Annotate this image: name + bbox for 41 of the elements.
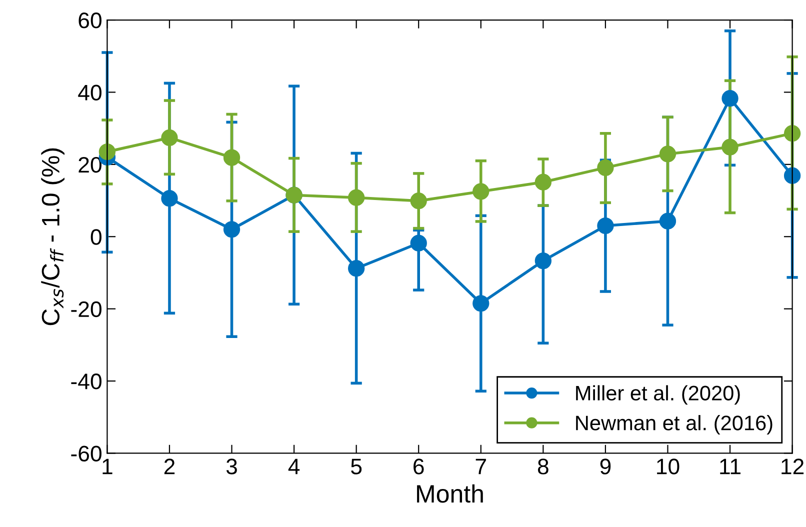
- point: [534, 174, 552, 190]
- point: [348, 260, 365, 277]
- x-axis-title: Month: [417, 484, 483, 503]
- point: [410, 192, 427, 210]
- legend-label: Newman et al. (2016): [576, 415, 772, 434]
- point: [472, 295, 490, 312]
- point: [161, 129, 178, 146]
- point: [223, 149, 240, 166]
- x-tick-label: 9: [600, 458, 611, 474]
- y-tick-label: -40: [71, 374, 102, 390]
- x-tick-label: 6: [414, 458, 424, 474]
- point: [659, 146, 676, 162]
- point: [597, 217, 614, 234]
- y-tick-label: -20: [71, 301, 102, 318]
- y-axis-title: C$_{xs}$/C$_{ff}$ - 1.0 (%): [41, 148, 64, 326]
- x-tick-label: 2: [164, 458, 175, 474]
- x-tick-label: 11: [720, 458, 740, 474]
- point: [410, 234, 427, 252]
- x-tick-label: 3: [226, 458, 237, 474]
- y-tick-label: 0: [90, 229, 102, 245]
- x-tick-label: 8: [538, 458, 548, 474]
- y-tick-label: 40: [78, 84, 102, 100]
- point: [472, 183, 490, 200]
- point: [722, 90, 738, 107]
- y-tick-label: 60: [78, 12, 102, 28]
- point: [722, 138, 738, 156]
- point: [223, 221, 240, 238]
- y-tick-label: 20: [78, 156, 102, 173]
- x-tick-label: 7: [476, 458, 486, 474]
- y-tick-label: -60: [71, 446, 102, 462]
- x-tick-label: 5: [351, 458, 362, 474]
- point: [597, 159, 614, 176]
- legend-label: Miller et al. (2020): [576, 385, 740, 405]
- x-tick-label: 10: [657, 458, 680, 474]
- point: [534, 252, 552, 270]
- point: [161, 190, 178, 207]
- point: [659, 212, 676, 230]
- point: [348, 189, 365, 206]
- x-tick-label: 12: [782, 458, 804, 474]
- x-tick-label: 1: [102, 458, 112, 474]
- x-tick-label: 4: [288, 458, 300, 474]
